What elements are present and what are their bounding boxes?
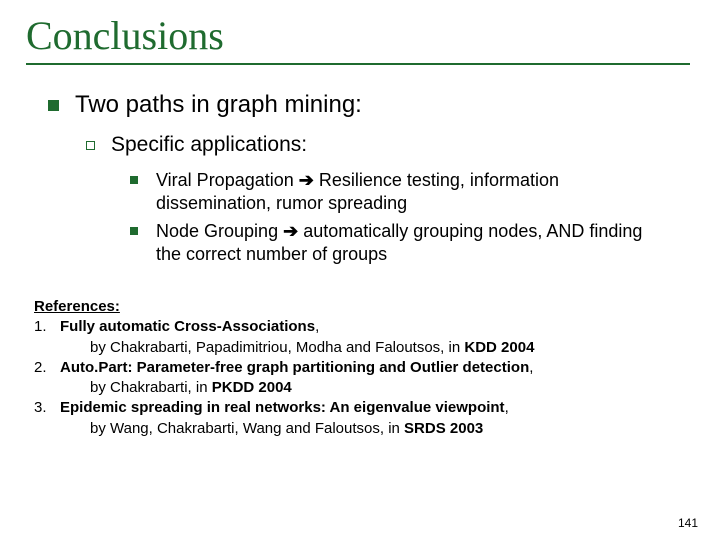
comma: , [315,318,319,335]
reference-venue: PKDD 2004 [212,379,292,396]
bullet-level2-text: Specific applications: [111,133,307,157]
square-bullet-icon [130,227,138,235]
bullet-level1: Two paths in graph mining: [48,91,690,119]
reference-authors: by Chakrabarti, in [90,379,212,396]
reference-venue: SRDS 2003 [404,420,483,437]
comma: , [529,359,533,376]
reference-venue: KDD 2004 [464,339,534,356]
bullet-level2: Specific applications: [86,133,690,157]
reference-authors: by Chakrabarti, Papadimitriou, Modha and… [90,339,464,356]
reference-number: 1. [34,317,60,358]
slide-title: Conclusions [26,12,690,59]
bullet-level3: Node Grouping ➔ automatically grouping n… [130,220,660,265]
bullet-level1-text: Two paths in graph mining: [75,91,362,119]
reference-body: Epidemic spreading in real networks: An … [60,398,690,439]
reference-title: Auto.Part: Parameter-free graph partitio… [60,359,529,376]
reference-byline: by Wang, Chakrabarti, Wang and Faloutsos… [60,419,690,439]
reference-number: 3. [34,398,60,439]
square-bullet-icon [48,100,59,111]
hollow-square-bullet-icon [86,141,95,150]
reference-body: Fully automatic Cross-Associations, by C… [60,317,690,358]
page-number: 141 [678,516,698,530]
arrow-icon: ➔ [299,170,314,190]
reference-title: Epidemic spreading in real networks: An … [60,399,505,416]
references-heading: References: [34,297,690,317]
reference-item: 2. Auto.Part: Parameter-free graph parti… [34,358,690,399]
bullet-level3-text: Node Grouping ➔ automatically grouping n… [156,220,660,265]
reference-item: 1. Fully automatic Cross-Associations, b… [34,317,690,358]
reference-byline: by Chakrabarti, Papadimitriou, Modha and… [60,338,690,358]
lead-text: Viral Propagation [156,170,299,190]
references-block: References: 1. Fully automatic Cross-Ass… [34,297,690,439]
reference-item: 3. Epidemic spreading in real networks: … [34,398,690,439]
reference-byline: by Chakrabarti, in PKDD 2004 [60,378,690,398]
arrow-icon: ➔ [283,221,298,241]
title-underline [26,63,690,65]
reference-body: Auto.Part: Parameter-free graph partitio… [60,358,690,399]
reference-number: 2. [34,358,60,399]
reference-authors: by Wang, Chakrabarti, Wang and Faloutsos… [90,420,404,437]
bullet-level3-text: Viral Propagation ➔ Resilience testing, … [156,169,660,214]
lead-text: Node Grouping [156,221,283,241]
reference-title: Fully automatic Cross-Associations [60,318,315,335]
bullet-level3: Viral Propagation ➔ Resilience testing, … [130,169,660,214]
square-bullet-icon [130,176,138,184]
comma: , [505,399,509,416]
